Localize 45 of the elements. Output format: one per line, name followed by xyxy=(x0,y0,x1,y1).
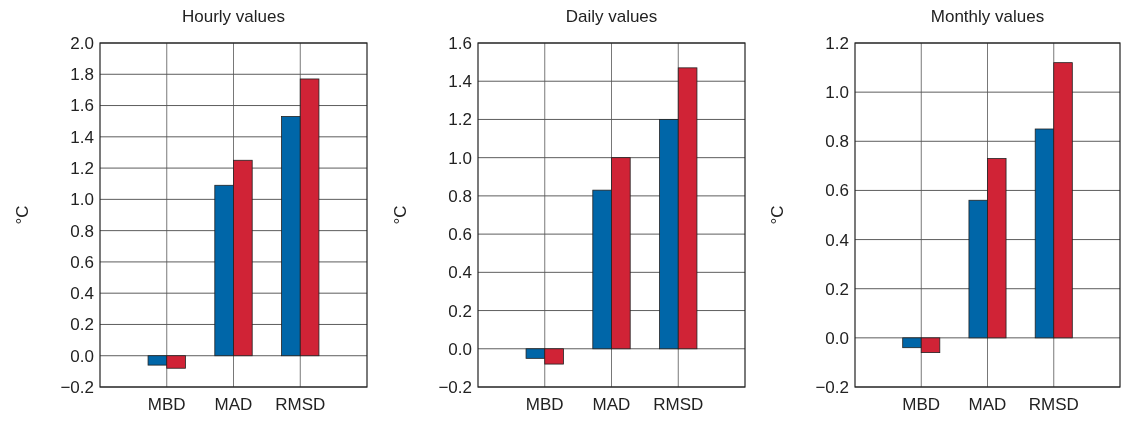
y-tick-label: 1.4 xyxy=(70,127,94,147)
y-tick-label: 1.6 xyxy=(70,96,94,116)
y-tick-label: −0.2 xyxy=(438,377,472,397)
y-tick-label: 1.8 xyxy=(70,65,94,85)
y-tick-label: 0.0 xyxy=(70,346,94,366)
y-tick-label: 0.0 xyxy=(825,328,849,348)
y-axis-title: °C xyxy=(13,205,32,225)
y-tick-label: −0.2 xyxy=(815,377,849,397)
y-tick-label: 1.6 xyxy=(448,33,472,53)
y-tick-label: 1.2 xyxy=(70,159,94,179)
y-tick-label: 0.6 xyxy=(825,181,849,201)
x-tick-label: RMSD xyxy=(653,395,704,414)
x-tick-label: MAD xyxy=(592,395,631,414)
y-tick-label: 0.0 xyxy=(448,339,472,359)
y-tick-label: −0.2 xyxy=(60,377,94,397)
y-tick-label: 0.4 xyxy=(448,263,472,283)
chart-title: Monthly values xyxy=(930,7,1045,26)
y-tick-label: 0.6 xyxy=(70,252,94,272)
x-tick-label: RMSD xyxy=(275,395,326,414)
y-tick-label: 1.0 xyxy=(70,190,94,210)
y-tick-label: 1.4 xyxy=(448,72,472,92)
y-tick-label: 0.8 xyxy=(70,221,94,241)
y-tick-label: 0.2 xyxy=(825,279,849,299)
chart-title: Hourly values xyxy=(182,7,285,26)
y-tick-label: 2.0 xyxy=(70,33,94,53)
y-tick-label: 0.6 xyxy=(448,225,472,245)
x-tick-label: MAD xyxy=(968,395,1007,414)
y-tick-label: 1.2 xyxy=(825,33,849,53)
y-tick-label: 1.0 xyxy=(448,148,472,168)
x-tick-label: MAD xyxy=(214,395,253,414)
y-tick-label: 0.4 xyxy=(70,284,94,304)
x-tick-label: MBD xyxy=(525,395,564,414)
x-tick-label: MBD xyxy=(147,395,186,414)
y-tick-label: 0.2 xyxy=(70,315,94,335)
x-tick-label: RMSD xyxy=(1028,395,1079,414)
y-tick-label: 0.8 xyxy=(448,186,472,206)
x-tick-label: MBD xyxy=(902,395,941,414)
y-tick-label: 0.2 xyxy=(448,301,472,321)
y-tick-label: 0.8 xyxy=(825,132,849,152)
chart-title: Daily values xyxy=(565,7,658,26)
y-axis-title: °C xyxy=(391,205,410,225)
y-tick-label: 1.2 xyxy=(448,110,472,130)
y-tick-label: 1.0 xyxy=(825,83,849,103)
y-tick-label: 0.4 xyxy=(825,230,849,250)
y-axis-title: °C xyxy=(768,205,787,225)
